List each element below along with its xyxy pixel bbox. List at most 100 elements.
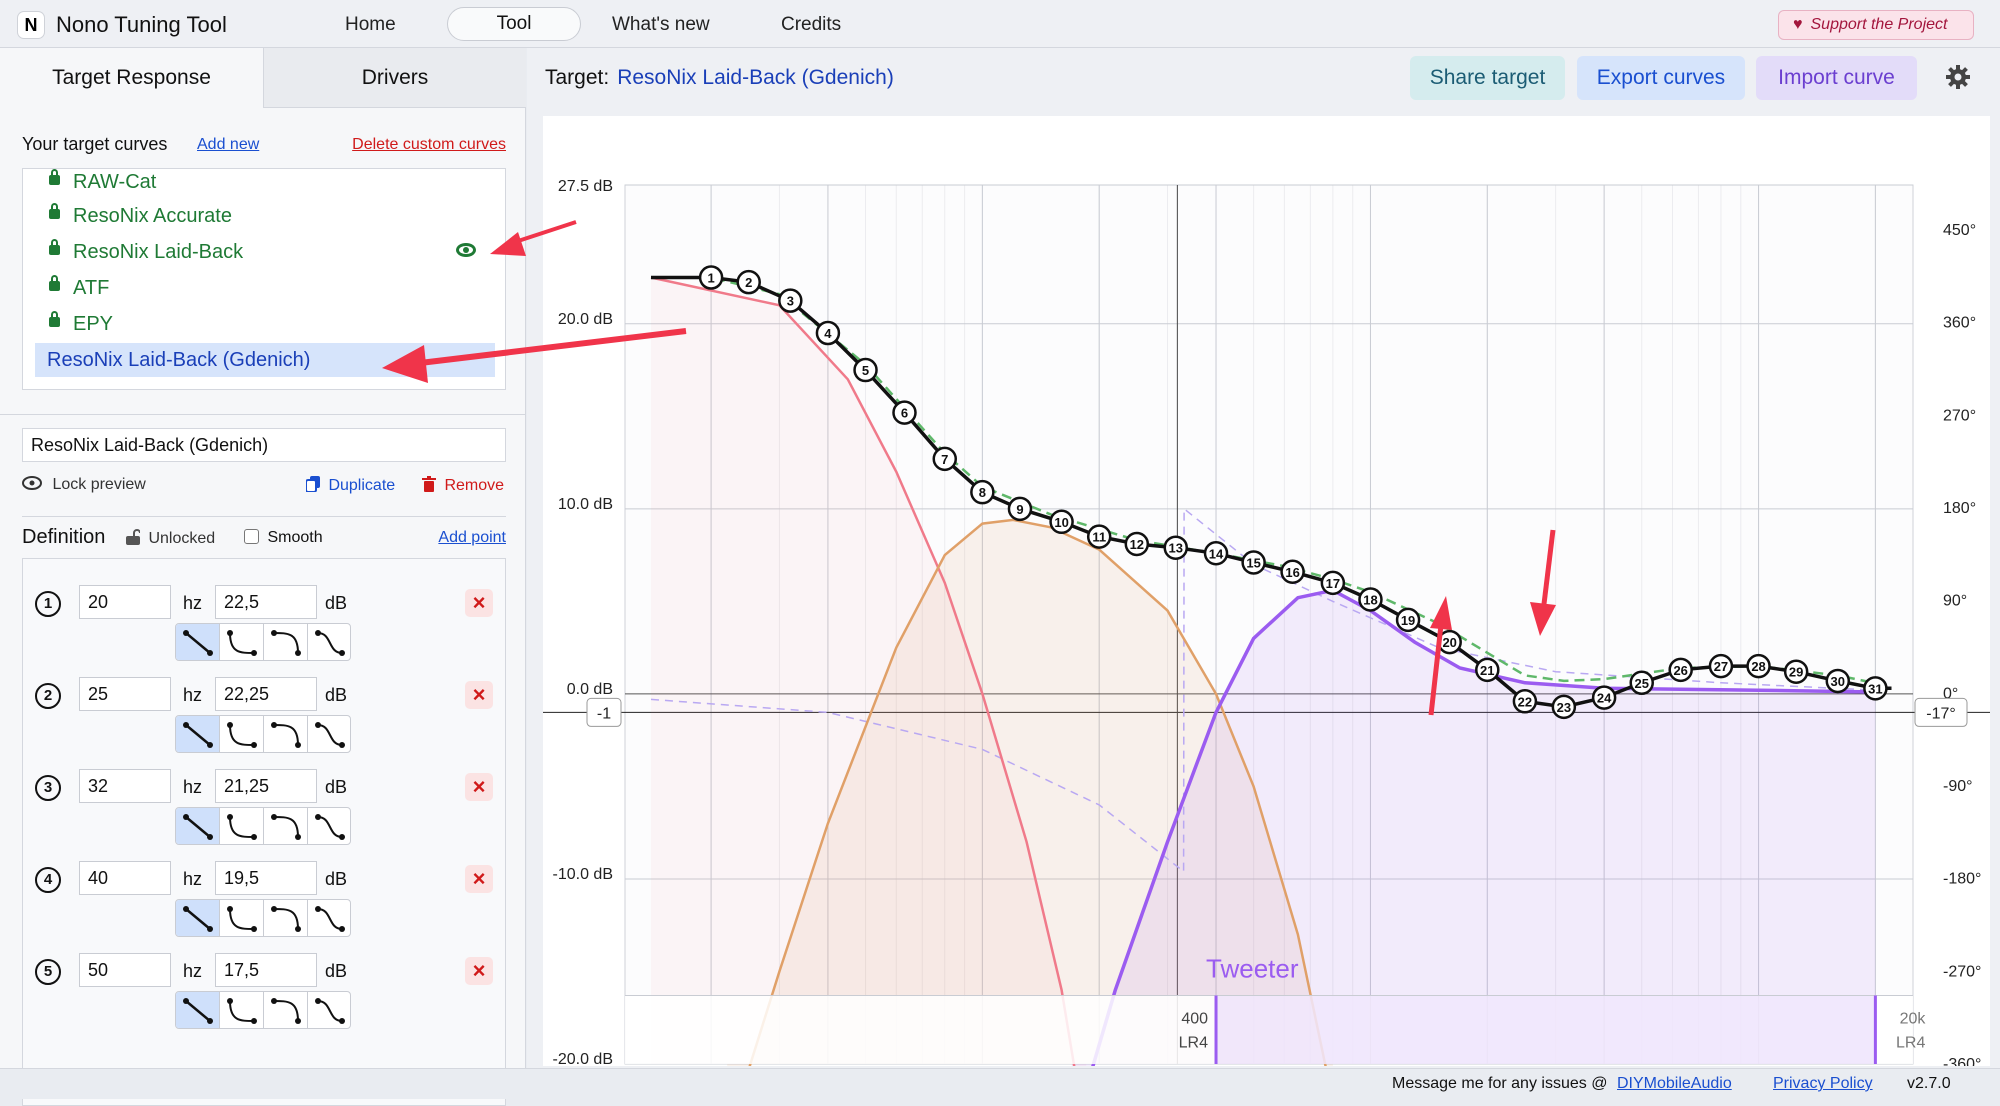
shape-linear[interactable] (176, 808, 220, 844)
shape-ease-out[interactable] (264, 808, 308, 844)
frequency-input[interactable]: 50 (79, 953, 171, 987)
shape-ease-in[interactable] (220, 716, 264, 752)
target-point[interactable]: 10 (1049, 509, 1074, 535)
target-point[interactable]: 4 (815, 320, 841, 346)
gear-icon[interactable] (1945, 64, 1971, 90)
frequency-input[interactable]: 20 (79, 585, 171, 619)
delete-point-button[interactable]: × (465, 865, 493, 893)
target-point[interactable]: 23 (1551, 694, 1577, 720)
shape-s-curve[interactable] (308, 716, 350, 752)
gain-input[interactable]: 17,5 (215, 953, 317, 987)
tab-target-response[interactable]: Target Response (0, 48, 264, 108)
shape-ease-in[interactable] (220, 624, 264, 660)
footer-handle-link[interactable]: DIYMobileAudio (1617, 1075, 1732, 1092)
target-point[interactable]: 15 (1241, 550, 1266, 575)
target-point[interactable]: 13 (1163, 535, 1189, 560)
shape-linear[interactable] (176, 900, 220, 936)
target-point[interactable]: 29 (1783, 659, 1809, 684)
target-point[interactable]: 14 (1203, 541, 1229, 566)
target-point[interactable]: 3 (778, 288, 803, 313)
nav-credits[interactable]: Credits (781, 14, 842, 35)
target-point[interactable]: 2 (736, 269, 761, 295)
shape-s-curve[interactable] (308, 808, 350, 844)
target-point[interactable]: 22 (1512, 689, 1538, 714)
s-curve-shape-icon (315, 630, 345, 656)
target-point[interactable]: 26 (1668, 657, 1693, 683)
target-point[interactable]: 12 (1124, 531, 1150, 557)
target-point[interactable]: 5 (853, 357, 878, 383)
shape-ease-in[interactable] (220, 900, 264, 936)
shape-linear[interactable] (176, 992, 220, 1028)
target-point[interactable]: 19 (1395, 607, 1421, 633)
remove-button[interactable]: Remove (422, 476, 504, 495)
frequency-input[interactable]: 25 (79, 677, 171, 711)
shape-ease-out[interactable] (264, 624, 308, 660)
target-point[interactable]: 7 (932, 446, 958, 472)
duplicate-button[interactable]: Duplicate (305, 476, 395, 495)
shape-linear[interactable] (176, 716, 220, 752)
export-curves-button[interactable]: Export curves (1577, 56, 1745, 100)
shape-ease-out[interactable] (264, 992, 308, 1028)
tab-drivers[interactable]: Drivers (264, 48, 526, 108)
frequency-response-chart[interactable]: 400 LR4 20k LR4 Tweeter 1 2 3 4 5 6 7 8 9 10 11 12 13 14 1… (543, 116, 1990, 1106)
delete-point-button[interactable]: × (465, 589, 493, 617)
target-point[interactable]: 28 (1746, 653, 1771, 679)
lock-toggle[interactable]: Unlocked (126, 529, 215, 548)
lock-preview-toggle[interactable]: Lock preview (22, 476, 146, 494)
curve-item-resonix-accurate[interactable]: ResoNix Accurate (23, 199, 505, 233)
import-curve-button[interactable]: Import curve (1756, 56, 1917, 100)
add-new-link[interactable]: Add new (197, 136, 260, 153)
target-point[interactable]: 20 (1437, 629, 1462, 655)
nav-home[interactable]: Home (345, 14, 396, 35)
delete-point-button[interactable]: × (465, 681, 493, 709)
delete-point-button[interactable]: × (465, 773, 493, 801)
privacy-policy-link[interactable]: Privacy Policy (1773, 1075, 1873, 1092)
target-point[interactable]: 21 (1475, 657, 1500, 683)
curve-item-raw-cat[interactable]: RAW-Cat (23, 165, 505, 199)
target-point[interactable]: 6 (892, 400, 917, 425)
target-point[interactable]: 25 (1629, 670, 1654, 696)
shape-ease-out[interactable] (264, 900, 308, 936)
target-point[interactable]: 18 (1358, 587, 1383, 612)
target-point[interactable]: 1 (698, 265, 724, 290)
target-point[interactable]: 8 (970, 479, 995, 505)
target-point[interactable]: 27 (1708, 653, 1734, 679)
nav-whats-new[interactable]: What's new (612, 14, 710, 35)
curve-item-resonix-laid-back-gdenich[interactable]: ResoNix Laid-Back (Gdenich) (35, 343, 495, 377)
smooth-checkbox[interactable]: Smooth (244, 529, 323, 547)
target-point[interactable]: 17 (1320, 570, 1346, 596)
delete-point-button[interactable]: × (465, 957, 493, 985)
target-point[interactable]: 24 (1591, 685, 1617, 710)
target-point[interactable]: 9 (1007, 496, 1033, 522)
copy-icon (305, 476, 320, 493)
gain-input[interactable]: 22,25 (215, 677, 317, 711)
shape-s-curve[interactable] (308, 624, 350, 660)
add-point-link[interactable]: Add point (438, 529, 506, 546)
target-point-label: 8 (979, 485, 986, 500)
nav-tool[interactable]: Tool (447, 7, 581, 41)
gain-input[interactable]: 19,5 (215, 861, 317, 895)
curve-item-epy[interactable]: EPY (23, 307, 505, 341)
shape-linear[interactable] (176, 624, 220, 660)
gain-input[interactable]: 22,5 (215, 585, 317, 619)
curve-name-input[interactable]: ResoNix Laid-Back (Gdenich) (22, 428, 506, 462)
share-target-button[interactable]: Share target (1410, 56, 1565, 100)
delete-custom-curves-link[interactable]: Delete custom curves (352, 136, 506, 153)
gain-input[interactable]: 21,25 (215, 769, 317, 803)
curve-item-atf[interactable]: ATF (23, 271, 505, 305)
curve-item-resonix-laid-back[interactable]: ResoNix Laid-Back (23, 235, 505, 269)
shape-ease-in[interactable] (220, 992, 264, 1028)
target-point[interactable]: 30 (1825, 668, 1851, 694)
shape-s-curve[interactable] (308, 900, 350, 936)
frequency-input[interactable]: 40 (79, 861, 171, 895)
shape-s-curve[interactable] (308, 992, 350, 1028)
target-point[interactable]: 16 (1280, 559, 1305, 585)
shape-ease-in[interactable] (220, 808, 264, 844)
target-point[interactable]: 11 (1086, 524, 1112, 549)
support-button[interactable]: ♥ Support the Project (1778, 10, 1974, 40)
frequency-input[interactable]: 32 (79, 769, 171, 803)
shape-ease-out[interactable] (264, 716, 308, 752)
target-point[interactable]: 31 (1863, 676, 1888, 701)
eye-icon[interactable] (456, 243, 476, 257)
